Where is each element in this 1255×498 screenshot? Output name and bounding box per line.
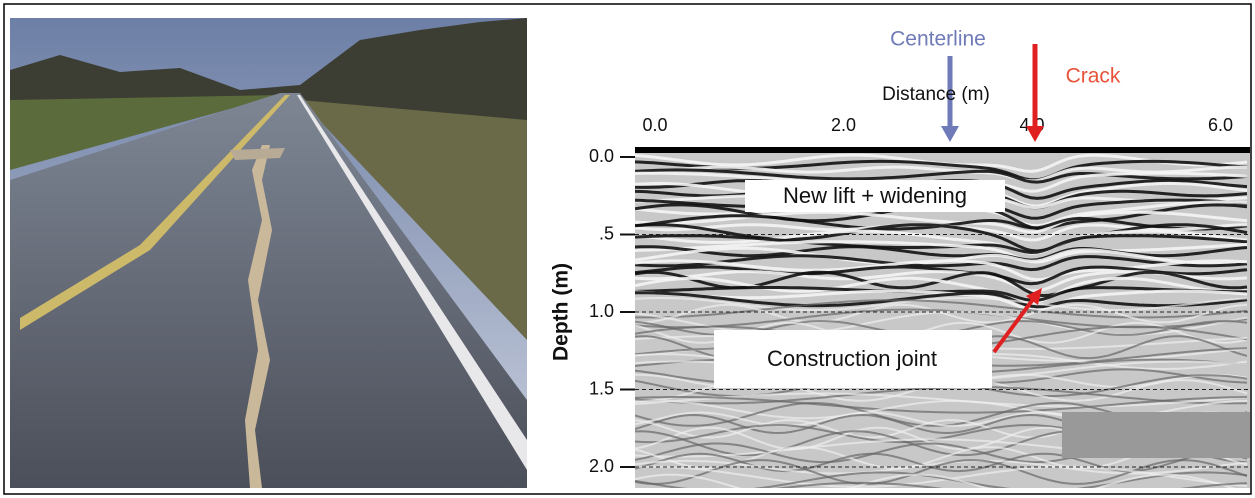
x-tick-label: 2.0	[831, 115, 856, 135]
joint-label: Construction joint	[767, 346, 937, 371]
figure: 0.02.04.06.00.0.51.01.52.0 New lift + wi…	[0, 0, 1255, 498]
mask-box	[1062, 412, 1250, 458]
y-tick-label: .5	[599, 223, 614, 243]
road-photo	[10, 18, 527, 488]
y-tick-label: 1.0	[589, 301, 614, 321]
figure-canvas: 0.02.04.06.00.0.51.01.52.0 New lift + wi…	[0, 0, 1255, 498]
layer-label: New lift + widening	[783, 183, 967, 208]
x-tick-label: 6.0	[1208, 115, 1233, 135]
centerline-label: Centerline	[890, 28, 986, 51]
y-tick-label: 2.0	[589, 456, 614, 476]
x-axis-label: Distance (m)	[882, 84, 990, 105]
arrow-head	[941, 126, 959, 142]
y-tick-label: 1.5	[589, 378, 614, 398]
crack-label: Crack	[1066, 65, 1121, 88]
x-tick-label: 0.0	[642, 115, 667, 135]
y-axis-label: Depth (m)	[550, 263, 573, 361]
y-tick-label: 0.0	[589, 146, 614, 166]
